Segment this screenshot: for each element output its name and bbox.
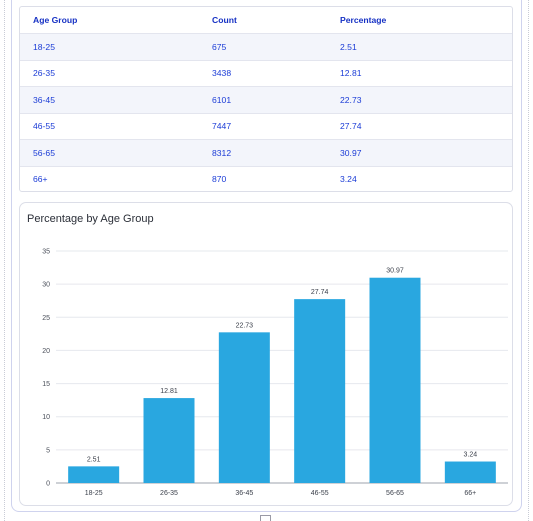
data-label: 12.81 <box>160 388 178 395</box>
bar[interactable] <box>294 299 346 483</box>
left-guide-line <box>4 0 5 521</box>
y-tick-label: 10 <box>42 414 50 421</box>
y-tick-label: 5 <box>46 447 50 454</box>
table-row[interactable]: 56-65 8312 30.97 <box>20 139 512 166</box>
y-tick-label: 35 <box>42 249 50 256</box>
chart-card: Percentage by Age Group 0 5 10 15 20 25 30 35 2.… <box>19 202 513 506</box>
data-label: 2.51 <box>87 456 101 463</box>
cell-age-group: 56-65 <box>33 147 55 158</box>
x-tick-label: 66+ <box>464 490 476 497</box>
cell-count: 8312 <box>212 147 232 158</box>
cell-count: 6101 <box>212 94 232 105</box>
cell-count: 3438 <box>212 68 232 79</box>
bar[interactable] <box>68 466 120 483</box>
bar[interactable] <box>444 461 496 483</box>
age-group-table: Age Group Count Percentage 18-25 675 2.5… <box>19 6 513 192</box>
y-tick-label: 25 <box>42 315 50 322</box>
cell-percentage: 2.51 <box>340 41 357 52</box>
cell-age-group: 18-25 <box>33 41 55 52</box>
chart-title: Percentage by Age Group <box>27 213 154 225</box>
y-tick-label: 0 <box>46 481 50 488</box>
cell-percentage: 12.81 <box>340 68 362 79</box>
cell-percentage: 22.73 <box>340 94 362 105</box>
cell-age-group: 26-35 <box>33 68 55 79</box>
cell-percentage: 27.74 <box>340 121 362 132</box>
x-tick-label: 26-35 <box>160 490 178 497</box>
x-tick-label: 46-55 <box>311 490 329 497</box>
x-tick-label: 56-65 <box>386 490 404 497</box>
header-age-group[interactable]: Age Group <box>33 15 78 25</box>
data-label: 30.97 <box>386 268 404 275</box>
cell-age-group: 66+ <box>33 174 48 185</box>
cell-age-group: 36-45 <box>33 94 55 105</box>
table-row[interactable]: 18-25 675 2.51 <box>20 33 512 60</box>
cell-count: 675 <box>212 41 227 52</box>
x-tick-label: 18-25 <box>85 490 103 497</box>
table-row[interactable]: 46-55 7447 27.74 <box>20 112 512 140</box>
cell-percentage: 3.24 <box>340 174 357 185</box>
y-tick-label: 30 <box>42 282 50 289</box>
cell-count: 7447 <box>212 121 232 132</box>
cell-count: 870 <box>212 174 227 185</box>
data-label: 27.74 <box>311 289 329 296</box>
right-guide-line <box>528 0 529 521</box>
table-row[interactable]: 36-45 6101 22.73 <box>20 86 512 113</box>
bar-chart: 0 5 10 15 20 25 30 35 2.51 18-25 12.81 26-35 22.73 36… <box>42 249 508 497</box>
bar[interactable] <box>143 398 195 483</box>
bar[interactable] <box>218 332 270 483</box>
header-count[interactable]: Count <box>212 15 237 25</box>
table-row[interactable]: 66+ 870 3.24 <box>20 165 512 192</box>
y-tick-label: 20 <box>42 348 50 355</box>
table-row[interactable]: 26-35 3438 12.81 <box>20 59 512 87</box>
header-percentage[interactable]: Percentage <box>340 15 387 25</box>
x-tick-label: 36-45 <box>235 490 253 497</box>
bar[interactable] <box>369 277 421 483</box>
expand-handle-icon[interactable] <box>260 515 271 521</box>
table-header-row: Age Group Count Percentage <box>20 7 512 33</box>
y-tick-label: 15 <box>42 381 50 388</box>
cell-percentage: 30.97 <box>340 147 362 158</box>
data-label: 22.73 <box>236 322 254 329</box>
data-label: 3.24 <box>464 452 478 459</box>
cell-age-group: 46-55 <box>33 121 55 132</box>
